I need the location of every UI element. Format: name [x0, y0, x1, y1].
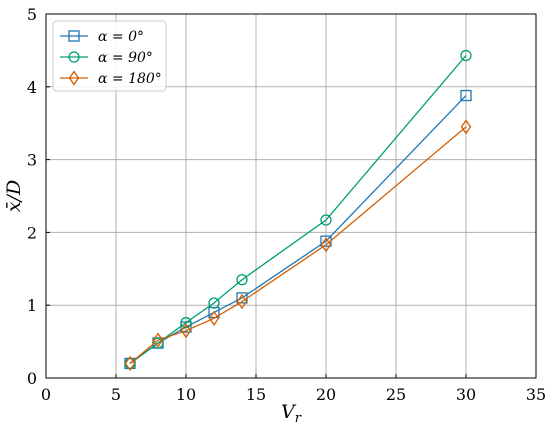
legend-entry: α = 180°	[98, 71, 162, 87]
data-point	[208, 310, 220, 326]
data-point	[180, 317, 192, 329]
x-tick-label: 15	[246, 385, 266, 404]
series-line	[129, 55, 467, 364]
y-tick-label: 5	[27, 5, 37, 24]
y-tick-label: 1	[27, 296, 37, 315]
data-point	[152, 332, 164, 348]
data-point	[236, 274, 248, 286]
data-point	[236, 293, 248, 310]
legend-marker	[68, 70, 80, 86]
data-point	[152, 337, 164, 349]
legend: α = 0° α = 90° α = 180°	[52, 20, 167, 92]
series-layer	[124, 49, 472, 372]
legend-entry: α = 90°	[98, 50, 153, 66]
data-point	[180, 323, 192, 339]
data-point	[124, 355, 136, 372]
x-tick-label: 10	[176, 385, 196, 404]
legend-marker	[68, 30, 80, 42]
data-point	[320, 237, 332, 253]
x-tick-label: 20	[316, 385, 336, 404]
y-tick-label: 2	[27, 223, 37, 242]
series-2	[124, 119, 472, 372]
legend-marker	[68, 51, 80, 63]
x-axis-label: Vr	[281, 401, 302, 426]
x-tick-label: 30	[456, 385, 476, 404]
data-point	[320, 214, 332, 226]
series-0	[124, 89, 472, 370]
x-tick-label: 5	[111, 385, 121, 404]
data-point	[460, 49, 472, 62]
plot-frame	[45, 13, 537, 379]
series-line	[129, 126, 467, 364]
y-axis-label: x̄/D	[3, 180, 25, 212]
x-tick-label: 0	[41, 385, 51, 404]
x-tick-label: 35	[526, 385, 546, 404]
legend-box	[52, 20, 167, 92]
y-tick-label: 4	[27, 78, 37, 97]
data-point	[460, 89, 472, 102]
y-tick-label: 0	[27, 369, 37, 388]
series-1	[124, 49, 472, 370]
legend-entry: α = 0°	[98, 29, 144, 45]
data-point	[208, 297, 220, 309]
y-tick-label: 3	[27, 151, 37, 170]
ticks: 0 5 10 15 20 25 30 35 0 1 2 3 4 5	[27, 5, 546, 404]
data-point	[460, 119, 472, 135]
x-tick-label: 25	[386, 385, 406, 404]
